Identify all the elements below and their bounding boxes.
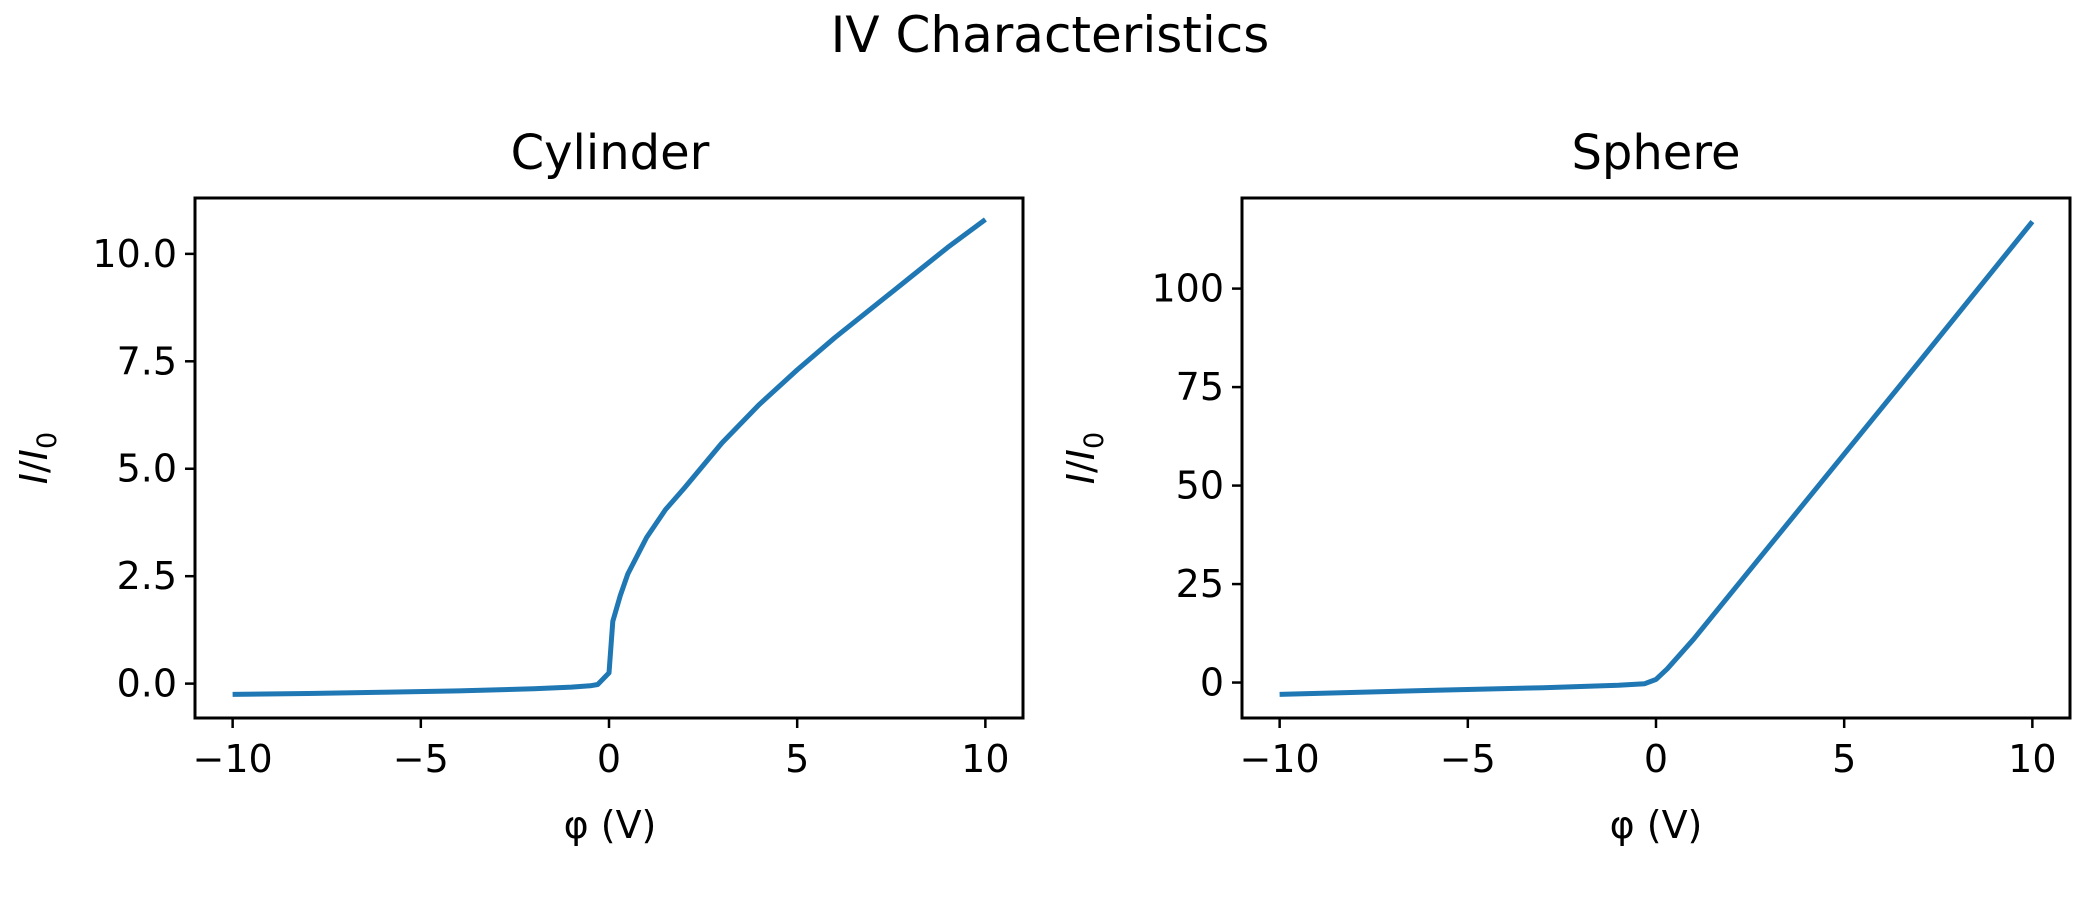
y-tick-label: 7.5 [117,339,177,383]
y-tick-label: 5.0 [117,447,177,491]
y-tick-label: 75 [1176,365,1224,409]
x-tick-label: 10 [961,737,1009,781]
x-tick-label: −5 [1440,737,1496,781]
x-axis: −10 −5 0 5 10 [193,718,1010,781]
y-label-italic: I [1059,449,1103,460]
y-axis-label: I/I0 [12,432,63,484]
y-label-sep: / [12,460,56,473]
y-axis: 0.0 2.5 5.0 7.5 10.0 [92,232,195,706]
plot-frame [1240,196,2072,720]
y-label-subscript: 0 [1079,432,1110,449]
x-tick-label: −10 [1240,737,1320,781]
x-tick-label: −5 [393,737,449,781]
y-tick-label: 100 [1151,267,1224,311]
chart-panel-cylinder: Cylinder −10 −5 0 5 10 0.0 2.5 5.0 7.5 10.0 φ (V… [12,125,1025,847]
y-label-main: I [12,473,56,484]
x-tick-label: −10 [193,737,273,781]
x-tick-label: 0 [1644,737,1668,781]
x-tick-label: 10 [2008,737,2056,781]
x-tick-label: 0 [597,737,621,781]
x-axis-label: φ (V) [1610,803,1703,847]
y-label-sep: / [1059,460,1103,473]
x-axis-label: φ (V) [564,803,657,847]
series-line [232,217,987,697]
y-label-italic: I [12,449,56,460]
x-tick-label: 5 [1832,737,1856,781]
chart-title: Sphere [1571,125,1740,181]
chart-title: Cylinder [511,125,710,181]
x-axis: −10 −5 0 5 10 [1240,718,2057,781]
y-tick-label: 25 [1176,562,1224,606]
y-axis-label: I/I0 [1059,432,1110,484]
y-tick-label: 50 [1176,464,1224,508]
y-tick-label: 10.0 [92,232,177,276]
y-label-subscript: 0 [32,432,63,449]
y-label-main: I [1059,473,1103,484]
series-line [1279,220,2035,697]
figure-title: IV Characteristics [831,6,1270,64]
y-axis: 0 25 50 75 100 [1151,267,1242,705]
y-tick-label: 2.5 [117,554,177,598]
y-tick-label: 0.0 [117,662,177,706]
y-tick-label: 0 [1200,661,1224,705]
x-tick-label: 5 [785,737,809,781]
